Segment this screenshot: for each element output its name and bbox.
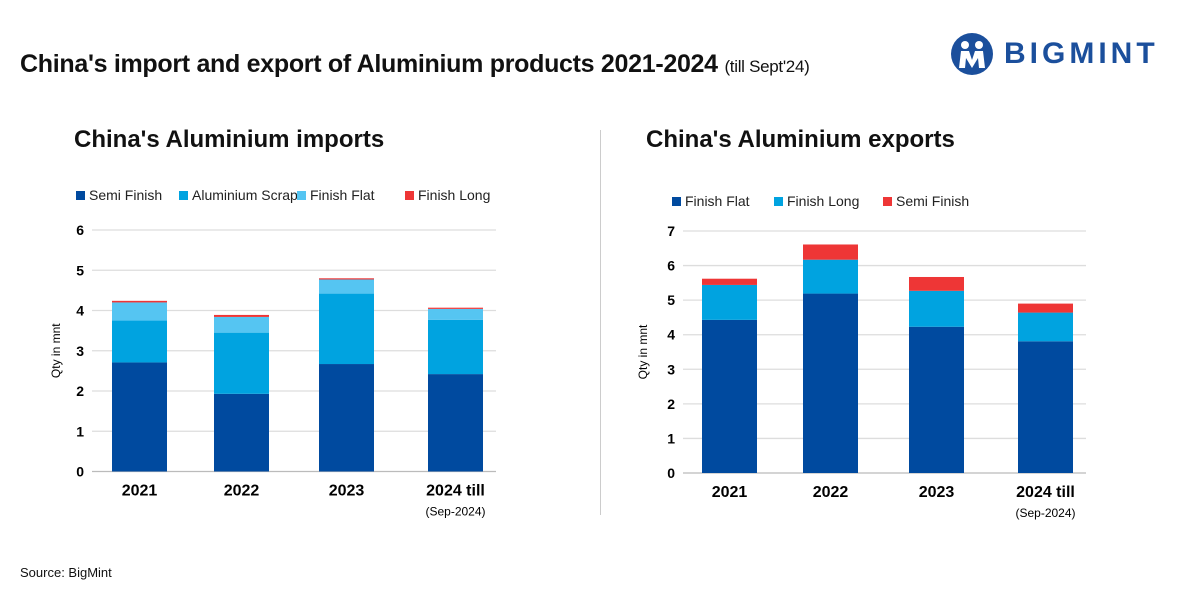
y-tick-label: 0 xyxy=(76,464,84,480)
legend-swatch xyxy=(883,197,892,206)
x-tick-note: (Sep-2024) xyxy=(1015,506,1075,520)
bar-segment xyxy=(112,302,167,321)
people-logo-icon xyxy=(951,33,993,75)
bar-segment xyxy=(909,290,964,327)
bar-segment xyxy=(702,284,757,320)
bar-segment xyxy=(909,276,964,291)
legend-swatch xyxy=(672,197,681,206)
legend-swatch xyxy=(179,191,188,200)
x-tick-label: 2023 xyxy=(329,483,365,500)
bar-segment xyxy=(803,244,858,260)
bar-segment xyxy=(112,320,167,363)
exports-chart-title: China's Aluminium exports xyxy=(646,126,955,153)
y-tick-label: 4 xyxy=(76,303,84,319)
legend-label: Aluminium Scrap xyxy=(192,187,298,203)
bar-segment xyxy=(428,307,483,309)
x-tick-label: 2022 xyxy=(813,484,849,501)
bar-segment xyxy=(319,293,374,365)
y-tick-label: 3 xyxy=(667,361,675,377)
legend-label: Semi Finish xyxy=(89,187,162,203)
bar-segment xyxy=(319,278,374,280)
bar-segment xyxy=(909,326,964,473)
y-tick-label: 2 xyxy=(76,383,84,399)
page-title: China's import and export of Aluminium p… xyxy=(20,50,810,79)
source-note: Source: BigMint xyxy=(20,565,112,580)
y-tick-label: 5 xyxy=(667,292,675,308)
bar-segment xyxy=(803,259,858,294)
title-note: (till Sept'24) xyxy=(724,57,810,76)
x-tick-note: (Sep-2024) xyxy=(425,505,485,519)
bar-segment xyxy=(1018,303,1073,313)
bar-segment xyxy=(702,319,757,473)
y-tick-label: 1 xyxy=(76,423,84,439)
legend-label: Finish Flat xyxy=(310,187,375,203)
x-tick-label: 2024 till xyxy=(1016,484,1075,501)
bar-segment xyxy=(214,393,269,472)
bar-segment xyxy=(112,362,167,472)
y-tick-label: 5 xyxy=(76,262,84,278)
legend-swatch xyxy=(297,191,306,200)
legend-label: Finish Long xyxy=(418,187,490,203)
bar-segment xyxy=(214,314,269,317)
legend-swatch xyxy=(774,197,783,206)
bar-segment xyxy=(428,374,483,472)
bar-segment xyxy=(1018,341,1073,473)
x-tick-label: 2022 xyxy=(224,483,260,500)
y-tick-label: 6 xyxy=(76,222,84,238)
x-tick-label: 2024 till xyxy=(426,483,485,500)
legend-label: Finish Flat xyxy=(685,193,750,209)
bar-segment xyxy=(428,308,483,320)
x-tick-label: 2023 xyxy=(919,484,955,501)
y-tick-label: 6 xyxy=(667,258,675,274)
bar-segment xyxy=(319,364,374,472)
divider xyxy=(600,130,601,515)
y-tick-label: 2 xyxy=(667,396,675,412)
y-tick-label: 0 xyxy=(667,465,675,481)
x-tick-label: 2021 xyxy=(122,483,158,500)
legend-swatch xyxy=(76,191,85,200)
bar-segment xyxy=(319,279,374,294)
legend-label: Finish Long xyxy=(787,193,859,209)
legend-swatch xyxy=(405,191,414,200)
y-tick-label: 7 xyxy=(667,223,675,239)
imports-chart-title: China's Aluminium imports xyxy=(74,126,385,153)
y-tick-label: 1 xyxy=(667,430,675,446)
y-axis-label: Qty in mnt xyxy=(636,324,650,379)
title-text: China's import and export of Aluminium p… xyxy=(20,50,718,78)
logo-text: BIGMINT xyxy=(1004,37,1159,70)
bar-segment xyxy=(214,316,269,333)
y-tick-label: 4 xyxy=(667,327,675,343)
bar-segment xyxy=(803,293,858,473)
bar-segment xyxy=(702,278,757,285)
bar-segment xyxy=(112,300,167,303)
bigmint-logo: BIGMINT xyxy=(950,32,1159,76)
x-tick-label: 2021 xyxy=(712,484,748,501)
bar-segment xyxy=(214,332,269,394)
bar-segment xyxy=(428,319,483,375)
y-tick-label: 3 xyxy=(76,343,84,359)
bar-segment xyxy=(1018,312,1073,342)
legend-label: Semi Finish xyxy=(896,193,969,209)
y-axis-label: Qty in mnt xyxy=(49,323,63,378)
